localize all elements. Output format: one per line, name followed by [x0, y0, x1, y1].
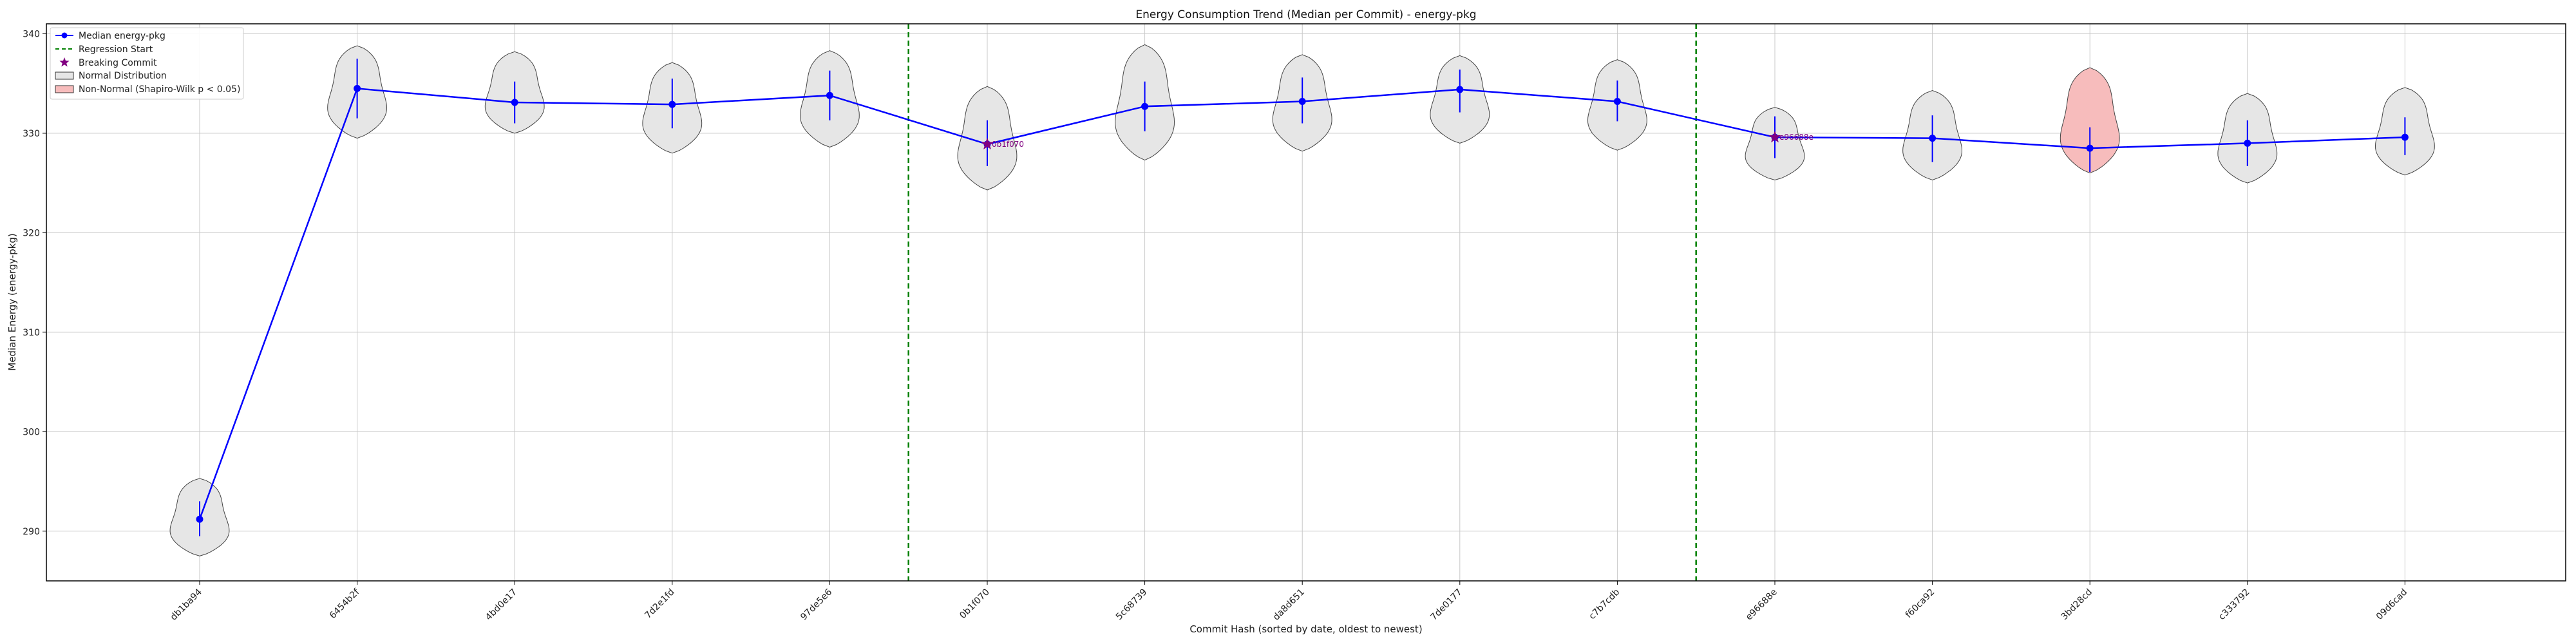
legend-breaking-star-icon: [59, 57, 70, 67]
median-point-c333792: [2244, 139, 2251, 147]
median-point-7d2e1fd: [668, 100, 676, 108]
legend-normal-swatch: [55, 71, 74, 80]
median-point-6454b2f: [354, 84, 361, 92]
legend-label-breaking: Breaking Commit: [79, 58, 157, 68]
median-point-97de5e6: [826, 91, 833, 99]
y-tick-label: 320: [23, 228, 40, 238]
y-axis-title: Median Energy (energy-pkg): [6, 233, 18, 370]
median-point-db1ba94: [196, 515, 204, 523]
legend: Median energy-pkg Regression Start Break…: [50, 27, 244, 100]
breaking-commit-annotation: e96688e: [1779, 133, 1814, 142]
breaking-commit-annotation: 0b1f070: [992, 140, 1024, 149]
legend-label-normal: Normal Distribution: [79, 71, 167, 81]
median-point-f60ca92: [1929, 135, 1937, 142]
median-point-5c68739: [1141, 102, 1149, 110]
legend-label-median: Median energy-pkg: [79, 31, 166, 41]
median-point-da8d651: [1298, 97, 1306, 105]
legend-median-marker-swatch: [61, 32, 68, 39]
median-point-3bd28cd: [2086, 144, 2094, 152]
median-point-c7b7cdb: [1613, 97, 1621, 105]
median-point-7de0177: [1456, 86, 1464, 93]
breaking-commit-star-icon: [1768, 131, 1781, 143]
marker-layer: 0b1f070 e96688e: [196, 84, 2409, 523]
y-tick-label: 310: [23, 328, 40, 338]
legend-label-regression: Regression Start: [79, 44, 153, 55]
y-tick-label: 340: [23, 29, 40, 39]
legend-nonnormal-swatch: [55, 85, 74, 93]
plot-frame: [46, 23, 2566, 582]
median-point-4bd0e17: [511, 99, 518, 106]
y-axis: 290 300 310 320 330 340: [23, 29, 46, 537]
legend-label-nonnormal: Non-Normal (Shapiro-Wilk p < 0.05): [79, 84, 240, 95]
y-tick-label: 300: [23, 427, 40, 437]
median-point-09d6cad: [2401, 133, 2409, 141]
regression-layer: [907, 24, 1697, 581]
y-tick-label: 290: [23, 527, 40, 537]
y-tick-label: 330: [23, 129, 40, 139]
chart-title: Energy Consumption Trend (Median per Com…: [1135, 8, 1476, 21]
breaking-commit-star-icon: [981, 137, 994, 149]
violin-layer: [169, 44, 2435, 556]
x-axis-title: Commit Hash (sorted by date, oldest to n…: [1189, 623, 1422, 635]
legend-frame: [50, 27, 244, 100]
